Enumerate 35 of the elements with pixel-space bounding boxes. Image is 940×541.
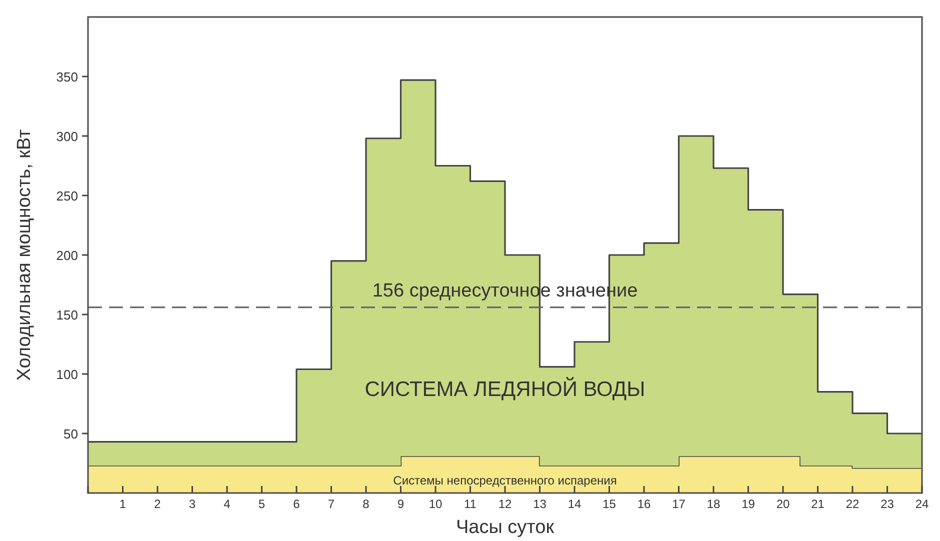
- y-tick-label: 300: [56, 129, 78, 144]
- x-tick-label: 9: [397, 497, 404, 511]
- x-tick-label: 22: [846, 497, 860, 511]
- x-tick-label: 6: [293, 497, 300, 511]
- y-tick-label: 100: [56, 367, 78, 382]
- y-tick-label: 250: [56, 188, 78, 204]
- x-tick-label: 3: [188, 497, 196, 511]
- x-tick-label: 21: [811, 497, 825, 511]
- x-tick-label: 7: [328, 497, 335, 511]
- x-tick-label: 17: [672, 497, 686, 511]
- x-tick-label: 10: [428, 497, 442, 511]
- y-tick-label: 200: [56, 248, 78, 263]
- x-tick-label: 8: [362, 497, 370, 511]
- y-tick-label: 150: [56, 308, 78, 322]
- x-tick-label: 4: [224, 497, 231, 511]
- x-tick-label: 1: [119, 497, 126, 511]
- x-tick-label: 14: [568, 497, 582, 511]
- x-tick-label: 19: [742, 497, 756, 511]
- x-tick-label: 13: [533, 497, 547, 511]
- y-tick-label: 350: [56, 70, 78, 84]
- y-tick-label: 50: [64, 426, 78, 442]
- x-tick-label: 20: [776, 497, 790, 511]
- x-tick-label: 5: [258, 497, 266, 511]
- series-label: Системы непосредственного испарения: [393, 474, 617, 488]
- series-label: СИСТЕМА ЛЕДЯНОЙ ВОДЫ: [364, 377, 646, 402]
- y-axis-title: Холодильная мощность, кВт: [14, 129, 35, 381]
- x-tick-label: 23: [880, 497, 894, 511]
- x-tick-label: 18: [706, 497, 720, 511]
- x-tick-label: 12: [498, 497, 512, 511]
- x-tick-label: 24: [915, 497, 929, 511]
- x-tick-label: 2: [154, 497, 162, 511]
- x-tick-label: 16: [637, 497, 651, 511]
- x-tick-label: 11: [464, 497, 477, 511]
- x-tick-label: 15: [602, 497, 616, 511]
- x-axis-title: Часы суток: [456, 517, 555, 538]
